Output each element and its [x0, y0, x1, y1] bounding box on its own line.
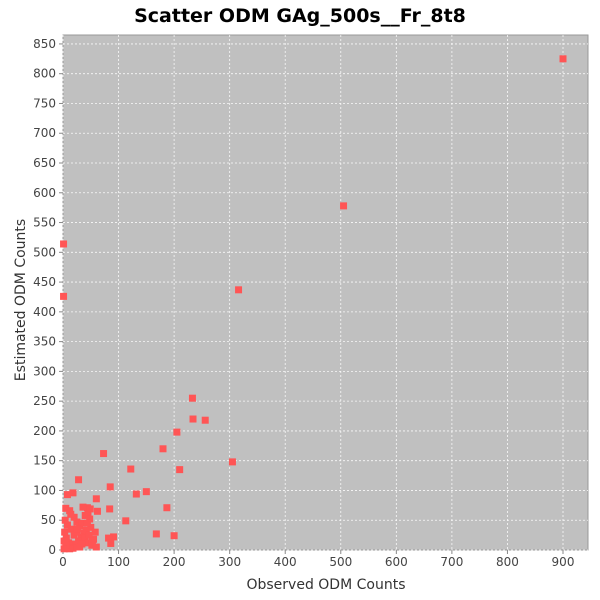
data-point — [105, 534, 113, 542]
plot-area — [62, 34, 589, 551]
data-point — [79, 503, 87, 511]
y-tick-label: 600 — [33, 186, 56, 200]
data-point — [106, 505, 114, 513]
y-tick-label: 50 — [41, 513, 56, 527]
data-point — [63, 491, 71, 499]
data-point — [62, 541, 70, 549]
data-point — [87, 523, 95, 531]
data-point — [77, 533, 85, 541]
y-tick-label: 0 — [48, 543, 56, 557]
data-point — [78, 540, 86, 548]
data-point — [86, 505, 94, 513]
y-tick-label: 700 — [33, 126, 56, 140]
data-point — [107, 539, 115, 547]
data-point — [60, 537, 68, 545]
y-tick-label: 550 — [33, 216, 56, 230]
axis-ticks: 0 100 200 300 400 500 600 700 800 900 0 50 100 150 200… — [33, 37, 574, 569]
y-tick-label: 400 — [33, 305, 56, 319]
y-tick-label: 450 — [33, 275, 56, 289]
y-tick-label: 750 — [33, 96, 56, 110]
x-tick-label: 900 — [552, 555, 575, 569]
y-tick-label: 650 — [33, 156, 56, 170]
data-point — [63, 521, 71, 529]
data-point — [92, 495, 100, 503]
data-point — [75, 476, 83, 484]
data-point — [61, 528, 69, 536]
data-point — [201, 416, 209, 424]
data-point — [61, 516, 69, 524]
data-point — [88, 537, 96, 545]
data-point — [142, 488, 150, 496]
data-point — [73, 518, 81, 526]
y-tick-label: 500 — [33, 245, 56, 259]
data-point — [73, 525, 81, 533]
data-point — [60, 240, 68, 248]
data-point — [189, 415, 197, 423]
data-point — [62, 504, 70, 512]
x-tick-label: 400 — [274, 555, 297, 569]
data-point — [559, 55, 567, 63]
x-tick-label: 100 — [107, 555, 130, 569]
data-point — [170, 532, 178, 540]
data-point — [176, 466, 184, 474]
y-tick-label: 300 — [33, 364, 56, 378]
data-point — [173, 428, 181, 436]
data-point — [340, 202, 348, 210]
data-point — [86, 515, 94, 523]
data-point — [91, 528, 99, 536]
data-point — [106, 483, 114, 491]
data-point — [235, 286, 243, 294]
y-tick-label: 800 — [33, 67, 56, 81]
data-points — [60, 55, 567, 553]
x-tick-label: 700 — [440, 555, 463, 569]
data-point — [60, 292, 68, 300]
y-tick-label: 150 — [33, 454, 56, 468]
data-point — [67, 525, 75, 533]
data-point — [88, 541, 96, 549]
data-point — [100, 450, 108, 458]
data-point — [132, 490, 140, 498]
data-point — [127, 465, 135, 473]
data-point — [67, 510, 75, 518]
x-tick-label: 200 — [163, 555, 186, 569]
data-point — [78, 519, 86, 527]
y-tick-label: 350 — [33, 335, 56, 349]
data-point — [85, 531, 93, 539]
y-tick-label: 250 — [33, 394, 56, 408]
data-point — [80, 529, 88, 537]
x-tick-label: 0 — [59, 555, 67, 569]
y-tick-label: 850 — [33, 37, 56, 51]
y-tick-label: 200 — [33, 424, 56, 438]
y-axis-label: Estimated ODM Counts — [13, 219, 29, 381]
data-point — [228, 458, 236, 466]
data-point — [69, 489, 77, 497]
data-point — [159, 445, 167, 453]
data-point — [81, 534, 89, 542]
x-tick-label: 300 — [218, 555, 241, 569]
data-point — [66, 545, 74, 553]
y-tick-label: 100 — [33, 483, 56, 497]
chart-title: Scatter ODM GAg_500s__Fr_8t8 — [134, 5, 466, 27]
data-point — [152, 530, 160, 538]
data-point — [188, 394, 196, 402]
data-point — [93, 507, 101, 515]
data-point — [110, 533, 118, 541]
x-tick-label: 500 — [329, 555, 352, 569]
grid-lines — [62, 35, 588, 551]
data-point — [60, 545, 68, 553]
data-point — [84, 510, 92, 518]
data-point — [84, 539, 92, 547]
data-point — [71, 540, 79, 548]
x-tick-label: 600 — [385, 555, 408, 569]
data-point — [83, 519, 91, 527]
x-axis-label: Observed ODM Counts — [246, 577, 405, 593]
x-tick-label: 800 — [496, 555, 519, 569]
data-point — [163, 504, 171, 512]
data-point — [92, 543, 100, 551]
data-point — [122, 517, 130, 525]
data-point — [66, 507, 74, 515]
